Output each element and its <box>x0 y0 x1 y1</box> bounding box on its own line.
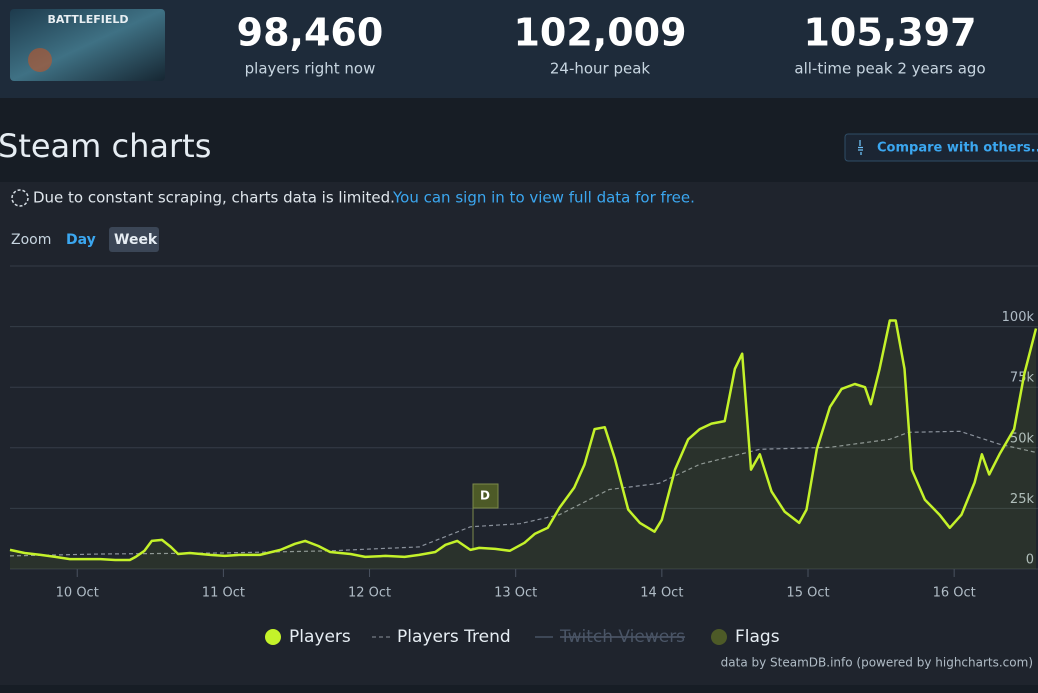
y-tick-label: 50k <box>1010 431 1035 446</box>
x-tick-label: 15 Oct <box>786 586 829 601</box>
legend-item[interactable]: Players <box>265 627 351 647</box>
x-tick-label: 10 Oct <box>56 586 99 601</box>
zoom-day[interactable]: Day <box>66 232 96 248</box>
x-tick-label: 11 Oct <box>202 586 245 601</box>
x-tick-label: 13 Oct <box>494 586 537 601</box>
stat-label: players right now <box>245 60 376 78</box>
legend-item[interactable]: Twitch Viewers <box>535 627 685 647</box>
button-frame <box>844 133 1038 162</box>
x-tick-label: 16 Oct <box>933 586 976 601</box>
legend-label: Flags <box>735 627 780 647</box>
zoom-active-bg <box>109 227 159 252</box>
y-tick-label: 25k <box>1010 492 1035 507</box>
legend-item[interactable]: Flags <box>711 627 780 647</box>
stat-value: 102,009 <box>513 11 686 55</box>
section-title: Steam charts <box>0 127 211 165</box>
y-tick-label: 100k <box>1002 310 1035 325</box>
y-tick-label: 0 <box>1026 553 1034 568</box>
legend-label: Players <box>289 627 351 647</box>
notice-text: Due to constant scraping, charts data is… <box>33 189 395 207</box>
legend-label: Twitch Viewers <box>559 627 685 647</box>
legend-label: Players Trend <box>397 627 511 647</box>
x-tick-label: 12 Oct <box>348 586 391 601</box>
plot: 0 25k 50k 75k 100k 10 Oct 11 Oct 12 Oct 13 Oct 14… <box>9 310 1038 601</box>
series-line <box>9 430 1037 557</box>
flag-title: D <box>480 489 490 503</box>
stat-value: 105,397 <box>803 11 976 55</box>
stat-value: 98,460 <box>237 11 384 55</box>
credit: data by SteamDB.info (powered by highcha… <box>721 656 1033 670</box>
legend-symbol <box>711 629 727 645</box>
legend-item[interactable]: Players Trend <box>372 627 511 647</box>
stat-label: 24-hour peak <box>550 60 651 78</box>
stat-label: all-time peak 2 years ago <box>794 60 985 78</box>
compare-icon <box>858 140 863 155</box>
image-detail <box>28 48 52 72</box>
zoom-label: Zoom <box>11 232 51 248</box>
flag[interactable] <box>472 483 499 509</box>
sign-in-link[interactable]: You can sign in to view full data for fr… <box>392 189 695 207</box>
compare-button[interactable]: Compare with others... <box>844 133 1038 162</box>
series-line <box>9 319 1038 562</box>
zoom-week[interactable]: Week <box>114 232 158 248</box>
x-tick-label: 14 Oct <box>640 586 683 601</box>
legend-symbol <box>265 629 281 645</box>
compare-label: Compare with others... <box>877 141 1038 156</box>
header-bar <box>0 0 1038 98</box>
notice-icon <box>11 189 29 207</box>
bottom-strip <box>0 685 1038 693</box>
y-tick-label: 75k <box>1010 371 1035 386</box>
series-area <box>10 320 1036 569</box>
game-logo: BATTLEFIELD <box>47 13 128 26</box>
